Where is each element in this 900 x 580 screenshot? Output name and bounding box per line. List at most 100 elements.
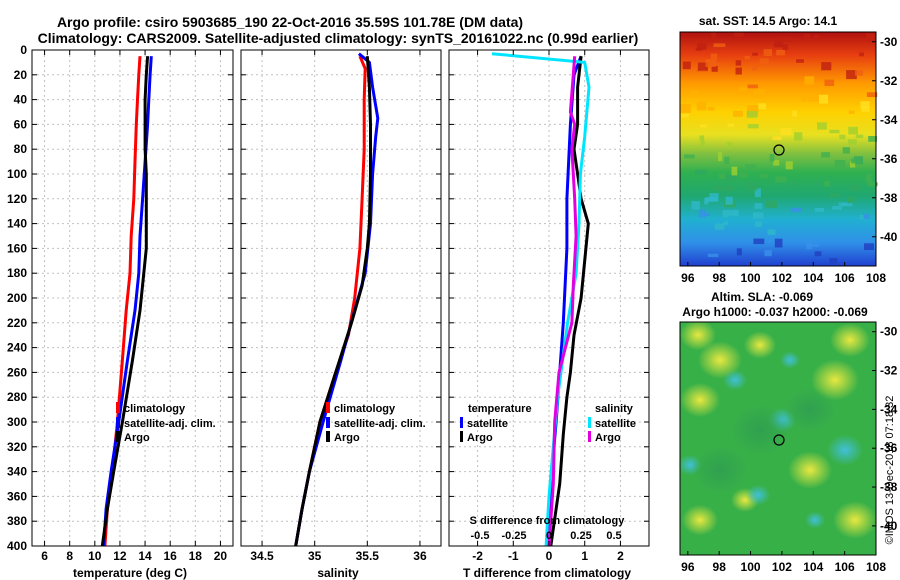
sst-texture-cell [714,223,725,230]
sla-anomaly-blob [682,504,718,536]
lat-tick-label: -30 [880,35,898,49]
sst-texture-cell [711,32,716,38]
sla-anomaly-blob [680,383,720,417]
legend-swatch-satellite [326,417,330,428]
depth-axis-labels: 0 20 40 60 80 100 120 140 160 180 200 220 240 260 280 3… [7,43,27,553]
legend-swatch-argo-salinity [588,431,591,442]
sst-texture-cell [861,106,870,112]
sst-texture-cell [690,90,700,97]
lat-tick-label: -38 [880,480,898,494]
sst-texture-cell [864,243,874,251]
sst-texture-cell [774,38,784,46]
sst-texture-cell [707,107,715,111]
sla-anomaly-blob [692,446,748,494]
lon-tick-label: 102 [772,271,792,285]
sst-texture-cell [814,251,822,257]
sla-anomaly-blob [827,434,863,466]
legend-label-satellite-salinity: satellite [595,418,636,430]
salinity-lines [294,52,380,547]
sst-texture-cell [698,209,706,218]
lon-tick-label: 108 [866,271,886,285]
sst-texture-cell [713,185,724,191]
sst-texture-cell [764,249,772,257]
lon-tick-label: 98 [713,271,727,285]
temperature-diff-legend: temperature satellite Argo [460,403,532,444]
sst-texture-cell [767,229,776,235]
sst-texture-cell [855,134,864,139]
series-line-satellite-adj-clim- [102,56,153,547]
difference-gridlines [449,49,649,547]
header-line2: Climatology: CARS2009. Satellite-adjuste… [38,30,639,46]
sst-texture-cell [691,201,700,210]
x-tick-label: 6 [41,549,48,563]
sst-texture-cell [703,212,710,216]
sst-texture-cell [727,210,737,216]
x-tick-label: -2 [472,549,483,563]
series-line-temperature-argo [549,56,590,547]
sst-texture-cell [699,135,705,141]
x-tick-label: 14 [138,549,152,563]
sst-texture-cell [731,166,738,176]
temperature-ticks: 6 8 10 12 14 16 18 20 [32,49,233,563]
x-tick-label: 0 [546,549,553,563]
sst-texture-cell [785,161,793,170]
lon-tick-label: 100 [741,560,761,574]
sst-map-ticks: 96 98 100 102 104 106 108 -30 -32 -34 -36 -38 -40 [681,35,898,285]
sst-texture-cell [724,185,734,192]
temperature-panel: 6 8 10 12 14 16 18 20 0 20 40 60 80 100 120 140 160 180 2… [7,43,234,580]
sst-texture-cell [796,59,804,63]
sst-texture-cell [769,154,775,162]
sst-texture-cell [808,243,819,247]
sst-texture-cell [794,132,803,141]
s-tick: 0.5 [606,530,621,542]
temperature-lines [100,56,153,547]
sst-texture-cell [738,172,748,178]
legend-label-argo: Argo [334,432,360,444]
sst-texture-cell [792,110,797,117]
sst-texture-cell [707,253,719,258]
sst-texture-cell [713,43,726,48]
sst-texture-cell [697,62,708,71]
x-tick-label: 18 [189,549,203,563]
lat-tick-label: -32 [880,74,898,88]
sst-texture-cell [685,145,694,149]
sla-map-panel: Altim. SLA: -0.069 Argo h1000: -0.037 h2… [678,290,898,574]
depth-tick-label: 300 [7,415,27,429]
sst-texture-cell [747,124,759,129]
salinity-ticks: 34.5 35 35.5 36 [241,49,441,563]
sst-texture-cell [859,52,864,57]
sst-texture-cell [745,164,757,171]
sst-texture-cell [772,136,782,141]
salinity-axis-label: salinity [317,566,359,580]
legend-label-climatology: climatology [334,403,396,415]
sst-texture-cell [807,96,820,102]
lon-tick-label: 108 [866,560,886,574]
s-tick: 0.25 [570,530,591,542]
sst-texture-cell [751,65,758,71]
sst-texture-cell [821,152,831,158]
lat-tick-label: -32 [880,364,898,378]
sst-texture-cell [790,207,802,213]
sla-anomaly-blob [784,387,836,433]
legend-swatch-climatology [116,402,120,413]
sst-texture-cell [868,136,877,142]
sst-texture-cell [859,215,865,220]
sst-texture-cell [723,221,728,225]
sst-texture-cell [696,101,707,111]
depth-tick-label: 160 [7,241,27,255]
legend-label-argo-salinity: Argo [595,432,621,444]
sst-texture-cell [773,159,780,166]
lon-tick-label: 96 [681,560,695,574]
sst-texture-cell [722,209,729,218]
sst-texture-cell [848,110,855,114]
x-tick-label: 35 [308,549,322,563]
lat-tick-label: -40 [880,519,898,533]
sst-texture-cell [754,188,761,198]
sst-texture-cell [824,180,830,187]
sla-anomaly-blob [730,404,790,456]
sst-texture-cell [753,88,766,98]
depth-tick-label: 360 [7,489,27,503]
temperature-legend: climatology satellite-adj. clim. Argo [116,402,216,444]
difference-lines [491,52,591,547]
sla-anomaly-blob [723,369,747,391]
